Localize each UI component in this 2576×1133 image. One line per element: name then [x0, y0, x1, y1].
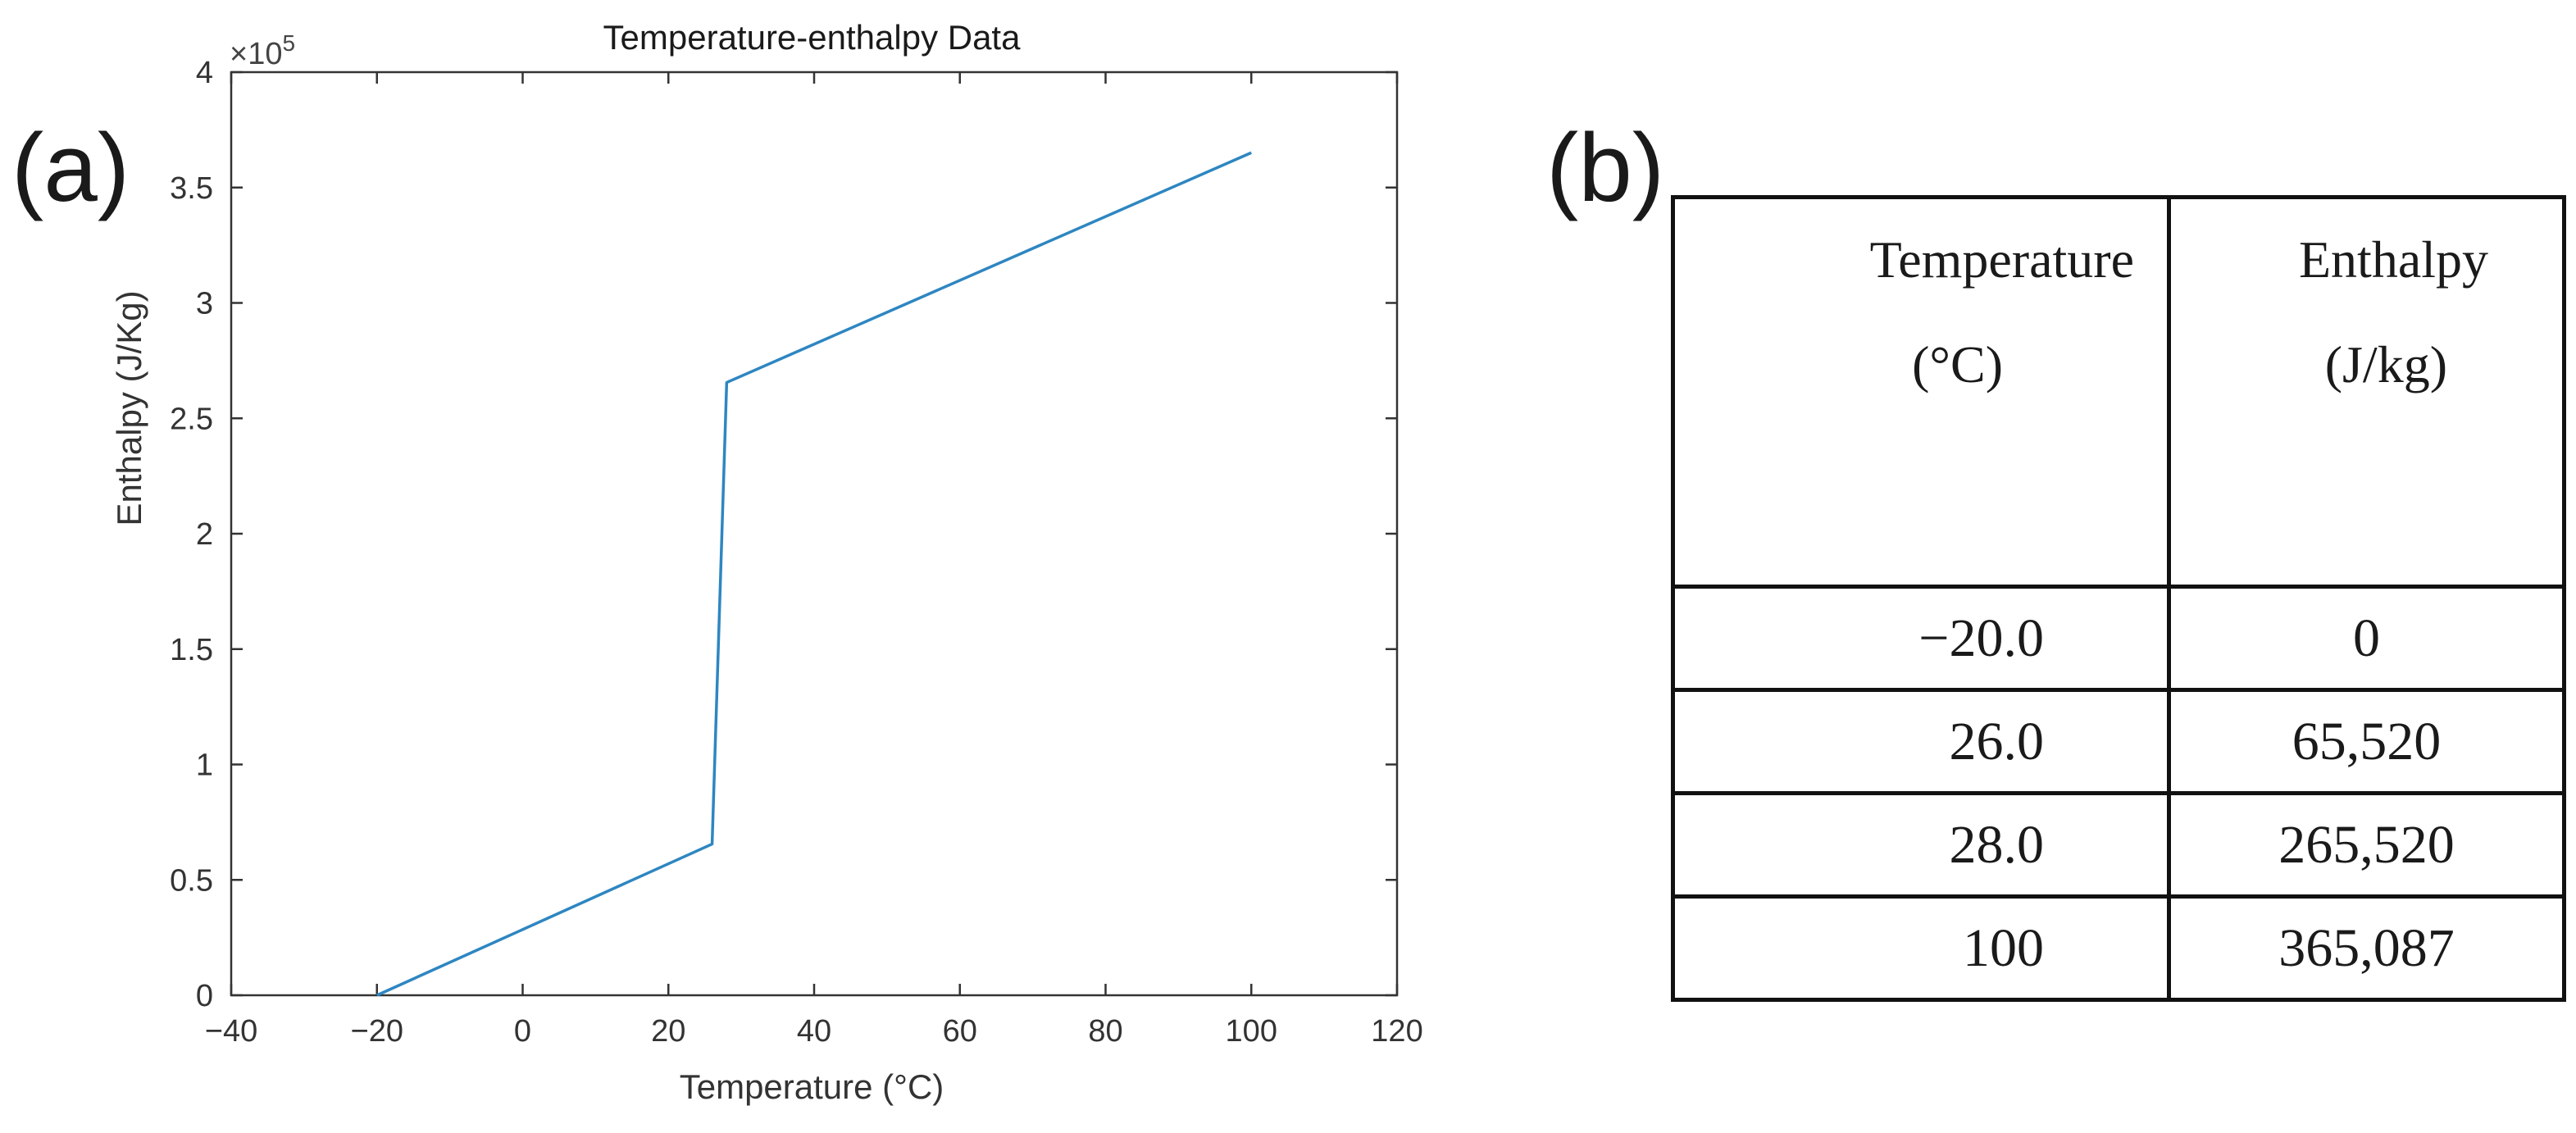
y-exponent-label: ×105: [230, 30, 295, 71]
y-tick-label: 3: [196, 287, 213, 321]
x-tick-label: 20: [651, 1014, 685, 1049]
x-tick-label: 100: [1226, 1014, 1277, 1049]
y-tick-label: 2: [196, 517, 213, 552]
cell-enthalpy: 0: [2167, 585, 2566, 692]
header-temperature-unit: (°C): [1912, 335, 2003, 394]
x-tick-label: 0: [514, 1014, 531, 1049]
y-tick-label: 0.5: [170, 863, 213, 898]
cell-temperature: −20.0: [1671, 585, 2171, 692]
header-enthalpy: Enthalpy (J/kg): [2167, 195, 2566, 589]
x-tick-label: 60: [943, 1014, 977, 1049]
y-tick-label: 1: [196, 749, 213, 783]
y-tick-label: 3.5: [170, 171, 213, 206]
x-tick-label: 80: [1088, 1014, 1122, 1049]
enthalpy-line-chart: −40 −20 0 20 40 60 80 100 120 0 0.5 1 1.5 2 2.5 3 3.5 4 T…: [110, 18, 1423, 1106]
header-enthalpy-unit: (J/kg): [2324, 335, 2447, 394]
cell-enthalpy: 265,520: [2167, 791, 2566, 899]
x-tick-label: −40: [205, 1014, 257, 1049]
series-line-enthalpy: [376, 151, 1252, 997]
x-axis-label: Temperature (°C): [680, 1067, 944, 1106]
plot-frame: [230, 71, 1399, 997]
temperature-enthalpy-table: Temperature (°C) Enthalpy (J/kg) −20.0 0…: [1671, 195, 2566, 1002]
y-tick-label: 2.5: [170, 402, 213, 436]
y-axis-label: Enthalpy (J/Kg): [110, 290, 148, 526]
svg-text:×105: ×105: [230, 30, 295, 71]
header-temperature: Temperature (°C): [1671, 195, 2171, 589]
table-row: 100 365,087: [1671, 894, 2566, 1002]
panel-label-a: (a): [11, 114, 130, 222]
cell-enthalpy: 365,087: [2167, 894, 2566, 1002]
x-tick-label: −20: [351, 1014, 403, 1049]
y-tick-label: 1.5: [170, 633, 213, 667]
panel-label-b: (b): [1546, 114, 1665, 222]
cell-temperature: 100: [1671, 894, 2171, 1002]
header-enthalpy-name: Enthalpy: [2298, 230, 2488, 289]
chart-title: Temperature-enthalpy Data: [603, 18, 1022, 57]
y-tick-label: 4: [196, 56, 213, 90]
table-row: 26.0 65,520: [1671, 688, 2566, 795]
table-row: 28.0 265,520: [1671, 791, 2566, 899]
table-row: −20.0 0: [1671, 585, 2566, 692]
header-temperature-name: Temperature: [1869, 230, 2134, 289]
cell-temperature: 26.0: [1671, 688, 2171, 795]
x-tick-label: 40: [797, 1014, 831, 1049]
table-header-row: Temperature (°C) Enthalpy (J/kg): [1671, 195, 2566, 589]
cell-temperature: 28.0: [1671, 791, 2171, 899]
cell-enthalpy: 65,520: [2167, 688, 2566, 795]
y-tick-label: 0: [196, 979, 213, 1013]
x-tick-label: 120: [1371, 1014, 1422, 1049]
